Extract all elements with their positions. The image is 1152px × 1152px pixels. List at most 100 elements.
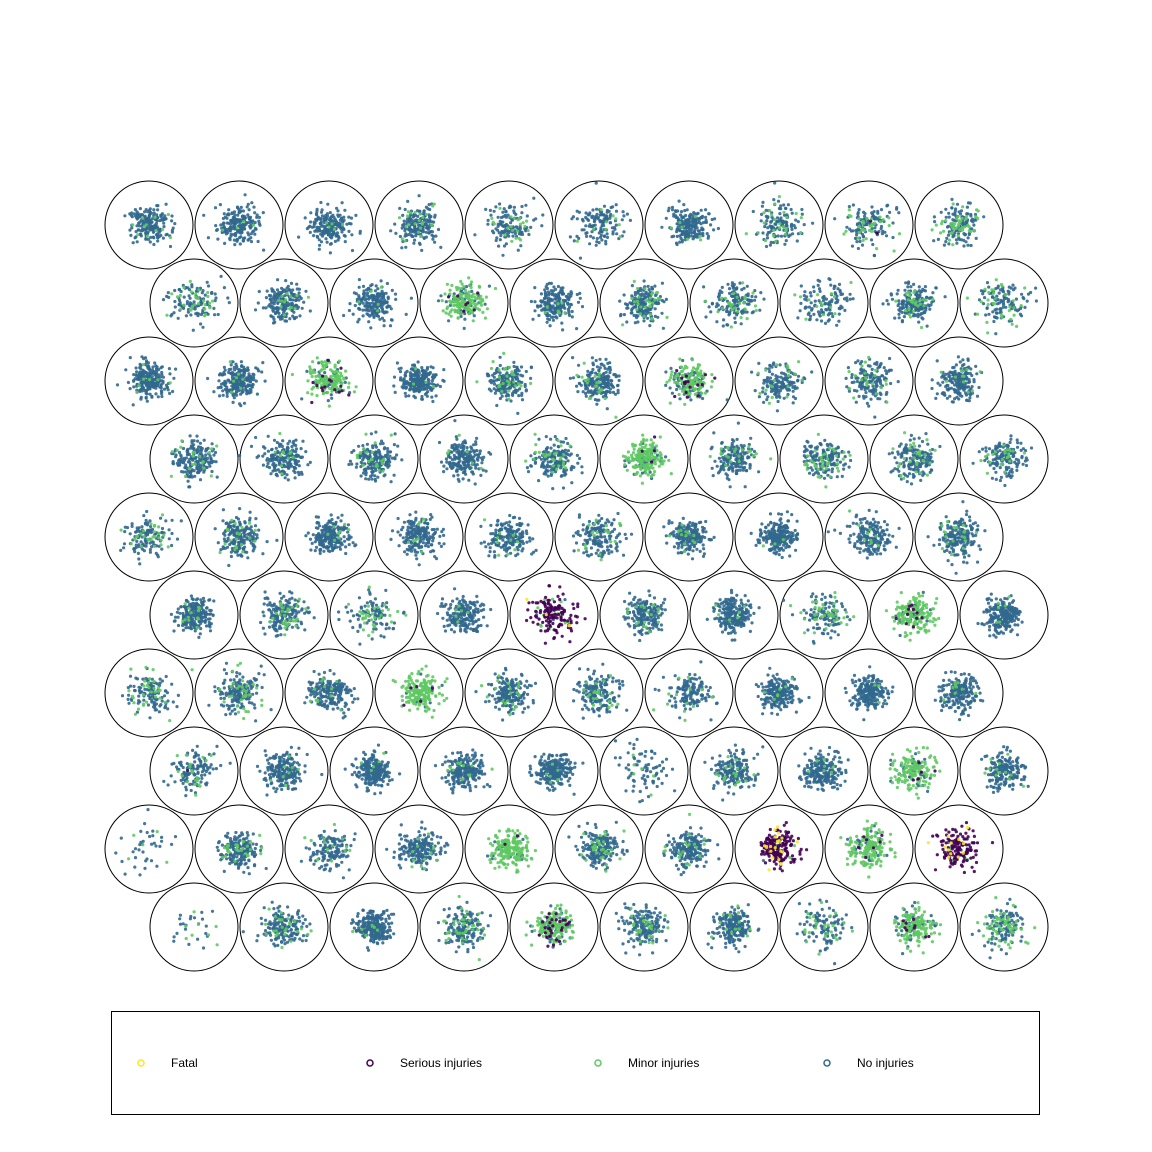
data-point-none <box>416 368 421 373</box>
data-point-minor <box>693 215 697 219</box>
data-point-none <box>215 228 219 232</box>
data-point-minor <box>913 289 917 293</box>
data-point-minor <box>934 223 938 227</box>
data-point-none <box>586 218 591 222</box>
data-point-none <box>992 315 997 319</box>
cluster-cell-r1-c8 <box>869 258 959 348</box>
data-point-none <box>382 319 386 323</box>
data-point-none <box>701 228 705 232</box>
data-point-none <box>271 321 276 325</box>
data-point-none <box>843 308 847 312</box>
data-point-serious <box>310 400 314 405</box>
data-point-none <box>622 214 626 218</box>
data-point-none <box>319 200 323 205</box>
data-point-none <box>158 385 162 389</box>
data-point-none <box>547 299 551 303</box>
data-point-none <box>516 248 520 252</box>
data-point-none <box>216 312 220 317</box>
data-point-minor <box>521 221 525 225</box>
data-point-none <box>625 212 630 216</box>
data-point-none <box>286 284 290 288</box>
data-point-none <box>217 373 222 377</box>
data-point-minor <box>916 304 920 308</box>
data-point-none <box>675 227 679 232</box>
data-point-minor <box>580 375 584 379</box>
data-point-minor <box>756 231 760 235</box>
data-point-none <box>568 235 573 239</box>
data-point-none <box>656 315 660 319</box>
data-point-none <box>580 228 584 232</box>
data-point-none <box>851 203 856 207</box>
data-point-minor <box>284 298 288 302</box>
data-point-none <box>602 204 607 208</box>
data-point-minor <box>696 363 700 367</box>
data-point-none <box>987 285 991 289</box>
data-point-minor <box>670 370 674 374</box>
data-point-none <box>126 380 130 385</box>
data-point-none <box>295 287 299 291</box>
data-point-none <box>533 309 537 313</box>
data-point-none <box>824 307 828 312</box>
data-point-minor <box>892 249 896 253</box>
data-point-minor <box>228 360 232 364</box>
data-point-none <box>936 237 941 241</box>
data-point-none <box>561 328 565 332</box>
data-point-none <box>779 234 784 238</box>
data-point-none <box>422 387 427 391</box>
data-point-none <box>613 392 618 396</box>
data-point-minor <box>762 211 766 215</box>
cluster-cell-r0-c5 <box>554 180 644 270</box>
data-point-none <box>241 236 246 241</box>
data-point-minor <box>1007 309 1011 313</box>
data-point-minor <box>690 358 695 362</box>
data-point-none <box>830 312 834 316</box>
data-point-none <box>545 286 550 291</box>
data-point-none <box>521 374 525 378</box>
data-point-none <box>201 325 205 329</box>
data-point-none <box>547 292 552 296</box>
data-point-minor <box>241 220 246 224</box>
data-point-none <box>129 233 133 237</box>
data-point-none <box>566 307 571 311</box>
data-point-minor <box>280 294 284 298</box>
data-point-minor <box>314 374 318 379</box>
data-point-none <box>431 237 435 241</box>
data-point-none <box>297 298 301 302</box>
data-point-minor <box>148 378 152 382</box>
data-point-none <box>147 217 151 221</box>
data-point-none <box>540 308 544 312</box>
data-point-minor <box>782 210 786 214</box>
data-point-none <box>784 206 788 211</box>
data-point-minor <box>156 378 160 382</box>
data-point-none <box>123 214 127 218</box>
data-point-minor <box>967 229 971 233</box>
data-point-serious <box>333 388 337 392</box>
data-point-minor <box>507 383 511 387</box>
data-point-none <box>745 284 749 288</box>
data-point-none <box>150 375 154 379</box>
data-point-none <box>754 295 758 299</box>
data-point-none <box>318 221 322 225</box>
data-point-none <box>276 278 280 282</box>
data-point-none <box>247 376 251 380</box>
data-point-none <box>412 394 416 398</box>
data-point-none <box>343 208 347 212</box>
data-point-none <box>1006 289 1010 293</box>
data-point-none <box>869 238 874 242</box>
data-point-minor <box>1010 322 1014 326</box>
data-point-minor <box>306 295 310 299</box>
data-point-minor <box>986 303 990 307</box>
data-point-none <box>533 286 537 290</box>
data-point-none <box>691 237 695 241</box>
data-point-none <box>255 215 259 219</box>
data-point-none <box>598 357 602 361</box>
data-point-minor <box>444 311 448 315</box>
data-point-none <box>608 361 612 365</box>
data-point-none <box>895 292 899 296</box>
data-point-none <box>556 284 561 289</box>
data-point-none <box>890 297 895 301</box>
data-point-none <box>670 235 674 239</box>
data-point-minor <box>563 311 567 315</box>
data-point-none <box>911 314 916 318</box>
data-point-none <box>1020 292 1024 296</box>
